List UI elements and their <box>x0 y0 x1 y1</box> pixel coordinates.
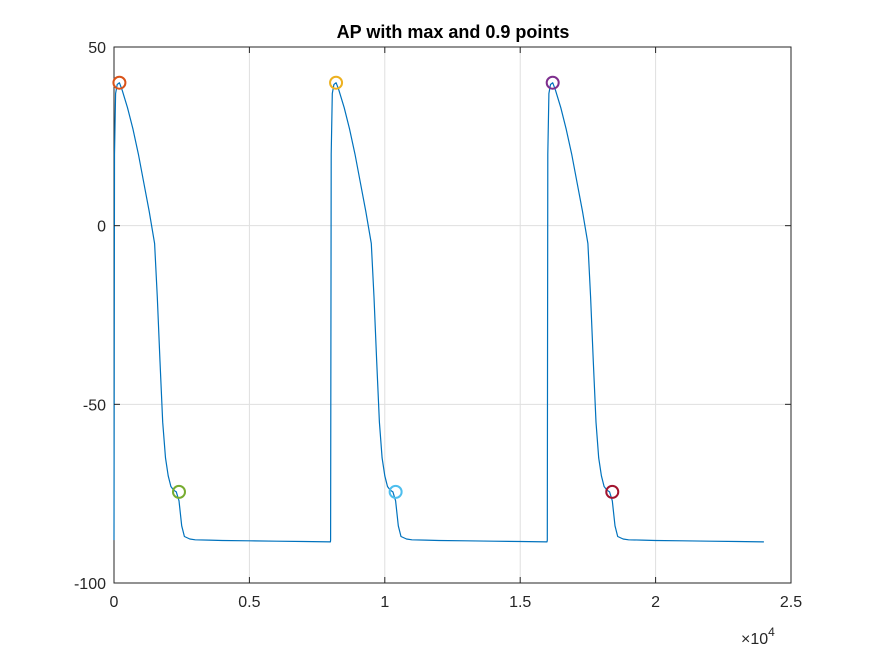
y-tick-label: 0 <box>97 219 106 236</box>
data-marker <box>112 75 127 90</box>
chart-title: AP with max and 0.9 points <box>337 22 570 42</box>
series-layer <box>113 82 764 543</box>
data-marker <box>388 484 403 499</box>
x-tick-label: 0 <box>110 594 119 611</box>
y-tick-label: -50 <box>83 397 106 414</box>
ticks-layer: 0 0.5 1 1.5 2 2.5 -100 -50 0 50 <box>74 40 802 611</box>
data-marker <box>545 75 560 90</box>
markers-layer <box>112 75 620 499</box>
y-tick-label: -100 <box>74 576 106 593</box>
data-marker <box>329 75 344 90</box>
x-exponent-label: ×104 <box>741 625 775 648</box>
x-tick-label: 0.5 <box>238 594 260 611</box>
y-tick-label: 50 <box>88 40 106 57</box>
x-tick-label: 2.5 <box>780 594 802 611</box>
data-marker <box>605 484 620 499</box>
x-tick-label: 1 <box>380 594 389 611</box>
x-tick-label: 1.5 <box>509 594 531 611</box>
data-marker <box>171 484 186 499</box>
series-line <box>113 82 764 543</box>
x-tick-label: 2 <box>651 594 660 611</box>
